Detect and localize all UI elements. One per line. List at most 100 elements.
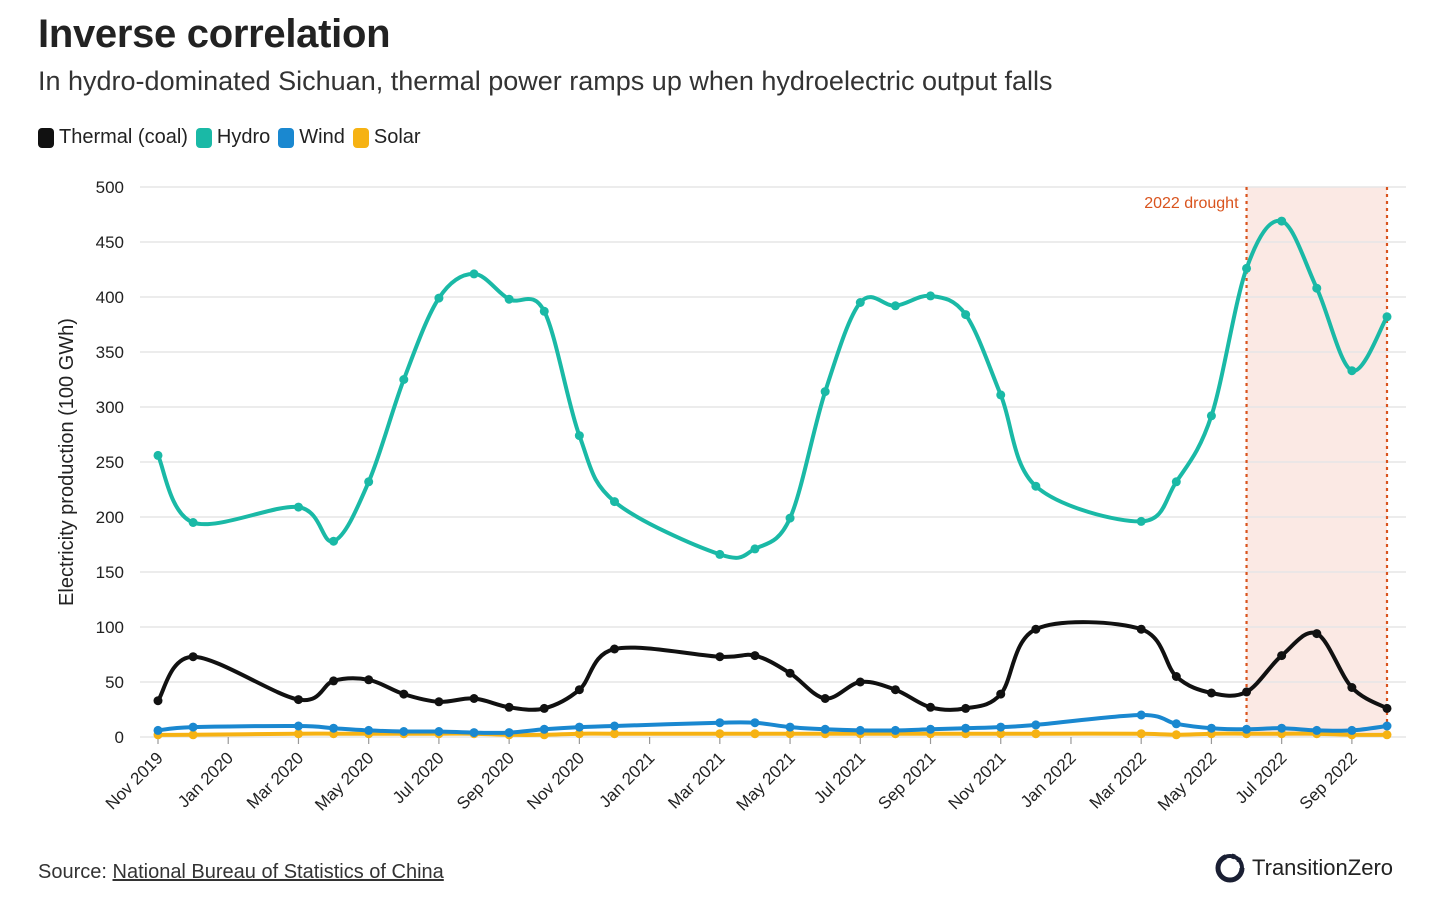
data-point-thermal <box>188 652 198 662</box>
y-tick-label: 400 <box>96 288 124 307</box>
source-link[interactable]: National Bureau of Statistics of China <box>112 861 444 883</box>
data-point-wind <box>785 722 795 732</box>
data-point-hydro <box>996 390 1006 400</box>
data-point-solar <box>1136 729 1146 739</box>
data-point-hydro <box>961 310 971 320</box>
data-point-hydro <box>1031 481 1041 491</box>
data-point-hydro <box>1206 411 1216 421</box>
data-point-thermal <box>539 703 549 713</box>
series-line-solar <box>156 731 1389 737</box>
data-point-hydro <box>926 291 936 301</box>
data-point-thermal <box>609 644 619 654</box>
x-tick-label: Jan 2022 <box>1017 748 1080 811</box>
data-point-wind <box>1136 710 1146 720</box>
x-tick-label: Jan 2021 <box>596 748 659 811</box>
x-tick-label: Mar 2020 <box>243 748 307 812</box>
source-prefix: Source: <box>38 861 107 883</box>
data-point-hydro <box>1136 516 1146 526</box>
data-point-hydro <box>1347 366 1357 376</box>
data-point-hydro <box>750 544 760 554</box>
x-tick-label: Nov 2021 <box>945 748 1010 813</box>
y-tick-label: 300 <box>96 398 124 417</box>
data-point-thermal <box>1206 688 1216 698</box>
data-point-wind <box>961 723 971 733</box>
data-point-wind <box>399 727 409 736</box>
data-point-wind <box>855 725 865 735</box>
data-point-hydro <box>434 293 444 303</box>
data-point-hydro <box>855 298 865 307</box>
brand-name: TransitionZero <box>1252 855 1394 880</box>
data-point-hydro <box>504 294 514 304</box>
data-point-thermal <box>855 677 865 687</box>
legend-label-solar: Solar <box>373 126 421 148</box>
y-tick-label: 350 <box>96 343 124 362</box>
legend-item-solar: Solar <box>352 126 421 149</box>
source-note: Source: National Bureau of Statistics of… <box>38 861 444 884</box>
data-point-wind <box>504 728 514 738</box>
data-point-thermal <box>1312 629 1322 639</box>
transitionzero-logo-icon <box>1215 853 1245 883</box>
data-point-thermal <box>1171 672 1181 681</box>
data-point-thermal <box>1382 703 1392 713</box>
data-point-wind <box>539 724 549 734</box>
x-tick-label: Jul 2021 <box>810 748 869 807</box>
data-point-thermal <box>1031 624 1041 634</box>
chart-subtitle: In hydro-dominated Sichuan, thermal powe… <box>38 66 1053 96</box>
data-point-wind <box>434 727 444 736</box>
data-point-solar <box>750 729 760 739</box>
x-tick-label: Sep 2022 <box>1296 748 1361 813</box>
data-point-hydro <box>329 536 339 546</box>
data-point-hydro <box>715 549 725 559</box>
x-tick-label: Jan 2020 <box>174 748 237 811</box>
series-line-wind <box>156 712 1389 735</box>
y-axis-label: Electricity production (100 GWh) <box>56 318 78 606</box>
series-line-thermal <box>156 620 1389 712</box>
data-point-wind <box>1206 723 1216 733</box>
y-tick-label: 200 <box>96 508 124 527</box>
legend-item-thermal: Thermal (coal) <box>38 126 188 149</box>
x-tick-label: Sep 2020 <box>453 748 518 813</box>
data-point-wind <box>1347 725 1357 735</box>
chart-title: Inverse correlation <box>38 12 391 56</box>
data-point-thermal <box>996 689 1006 699</box>
legend-swatch-wind <box>278 127 295 148</box>
data-point-wind <box>188 722 198 732</box>
y-tick-label: 50 <box>105 673 124 692</box>
data-point-solar <box>609 729 619 739</box>
data-point-thermal <box>364 675 374 685</box>
data-point-hydro <box>399 375 409 384</box>
data-point-wind <box>364 725 374 735</box>
data-point-thermal <box>715 652 725 662</box>
data-point-thermal <box>469 694 479 703</box>
data-point-wind <box>820 724 830 734</box>
data-point-thermal <box>785 668 795 678</box>
x-tick-label: May 2021 <box>733 748 799 814</box>
data-point-thermal <box>1277 651 1287 661</box>
data-point-hydro <box>1382 312 1392 322</box>
data-point-wind <box>890 725 900 735</box>
x-tick-label: Mar 2022 <box>1086 748 1150 812</box>
data-point-hydro <box>469 269 479 279</box>
data-point-wind <box>1277 723 1287 733</box>
data-point-thermal <box>293 695 303 705</box>
legend-item-hydro: Hydro <box>195 126 271 149</box>
legend-label-wind: Wind <box>299 126 345 148</box>
legend-label-thermal: Thermal (coal) <box>59 126 188 148</box>
x-tick-label: May 2022 <box>1154 748 1220 814</box>
data-point-thermal <box>504 702 514 712</box>
data-point-solar <box>293 729 303 739</box>
data-point-solar <box>996 729 1006 739</box>
data-point-hydro <box>785 513 795 523</box>
data-point-hydro <box>890 301 900 311</box>
data-point-wind <box>996 722 1006 732</box>
data-point-wind <box>293 721 303 731</box>
data-point-thermal <box>961 703 971 713</box>
legend-swatch-solar <box>352 127 369 148</box>
data-point-hydro <box>820 387 830 397</box>
data-point-thermal <box>1347 683 1357 692</box>
data-point-hydro <box>574 431 584 441</box>
brand-logo: TransitionZero <box>1214 852 1393 884</box>
y-tick-label: 250 <box>96 453 124 472</box>
data-point-thermal <box>153 696 163 706</box>
legend-label-hydro: Hydro <box>216 126 271 148</box>
